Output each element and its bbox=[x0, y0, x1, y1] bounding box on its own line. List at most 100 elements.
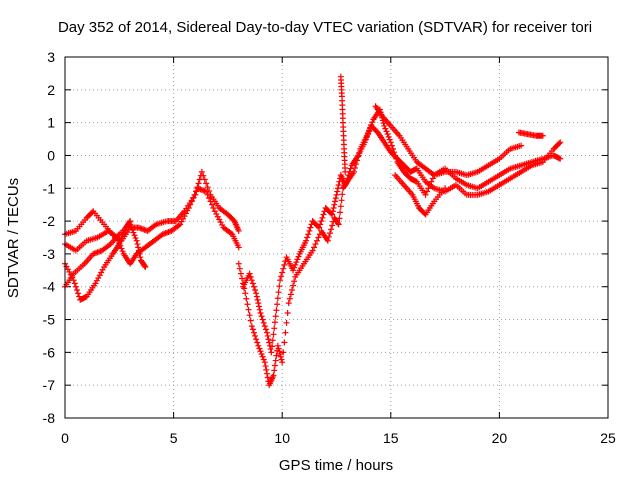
data-point-marker bbox=[258, 313, 265, 320]
data-point-marker bbox=[73, 287, 80, 294]
data-point-marker bbox=[277, 353, 284, 360]
data-point-marker bbox=[291, 264, 298, 271]
series-track-i bbox=[515, 129, 546, 139]
data-point-marker bbox=[249, 326, 256, 333]
data-point-marker bbox=[304, 234, 311, 241]
data-point-marker bbox=[71, 280, 78, 287]
data-point-marker bbox=[262, 326, 269, 333]
data-point-marker bbox=[324, 237, 331, 244]
data-point-marker bbox=[269, 337, 276, 344]
data-point-marker bbox=[188, 198, 195, 205]
data-point-marker bbox=[252, 287, 259, 294]
data-point-marker bbox=[333, 191, 340, 198]
data-point-marker bbox=[268, 349, 275, 356]
data-point-marker bbox=[127, 221, 134, 228]
data-point-marker bbox=[277, 277, 284, 284]
data-point-marker bbox=[119, 248, 126, 255]
data-point-marker bbox=[347, 165, 354, 172]
data-point-marker bbox=[364, 131, 371, 138]
data-point-marker bbox=[137, 254, 144, 261]
data-point-marker bbox=[117, 238, 124, 245]
data-point-marker bbox=[259, 316, 266, 323]
data-point-marker bbox=[261, 323, 268, 330]
data-point-marker bbox=[293, 259, 300, 266]
data-point-marker bbox=[133, 237, 140, 244]
data-point-marker bbox=[278, 356, 285, 363]
data-point-marker bbox=[282, 329, 289, 336]
data-point-marker bbox=[362, 136, 369, 143]
data-point-marker bbox=[335, 221, 342, 228]
data-point-marker bbox=[248, 323, 255, 330]
data-point-marker bbox=[235, 227, 242, 234]
data-point-marker bbox=[338, 197, 345, 204]
data-point-marker bbox=[385, 133, 392, 140]
series-track-g bbox=[337, 73, 349, 175]
data-point-marker bbox=[383, 128, 390, 135]
data-point-marker bbox=[287, 291, 294, 298]
data-point-marker bbox=[263, 329, 270, 336]
data-point-marker bbox=[131, 232, 138, 239]
data-point-marker bbox=[290, 282, 297, 289]
data-point-marker bbox=[320, 211, 327, 218]
data-point-marker bbox=[329, 222, 336, 229]
data-point-marker bbox=[271, 319, 278, 326]
data-point-marker bbox=[134, 241, 141, 248]
data-point-marker bbox=[286, 295, 293, 302]
data-point-marker bbox=[276, 348, 283, 355]
data-point-marker bbox=[258, 351, 265, 358]
data-point-marker bbox=[257, 348, 264, 355]
data-point-marker bbox=[342, 181, 349, 188]
data-point-marker bbox=[557, 155, 564, 162]
y-tick-labels: -8 -7 -6 -5 -4 -3 -2 -1 0 1 2 3 bbox=[43, 49, 56, 426]
data-point-marker bbox=[264, 332, 271, 339]
data-point-marker bbox=[342, 168, 349, 175]
data-point-marker bbox=[250, 283, 257, 290]
data-point-marker bbox=[116, 241, 123, 248]
data-point-marker bbox=[557, 139, 564, 146]
data-point-marker bbox=[328, 226, 335, 233]
data-point-marker bbox=[187, 201, 194, 208]
data-point-marker bbox=[274, 295, 281, 302]
data-point-marker bbox=[329, 208, 336, 215]
data-point-marker bbox=[191, 191, 198, 198]
data-point-marker bbox=[253, 290, 260, 297]
data-point-marker bbox=[271, 362, 278, 369]
data-point-marker bbox=[280, 349, 287, 356]
data-point-marker bbox=[294, 256, 301, 263]
data-point-marker bbox=[136, 250, 143, 257]
data-point-marker bbox=[132, 235, 139, 242]
series-track-b bbox=[62, 185, 242, 267]
series-track-j bbox=[392, 172, 449, 218]
data-point-marker bbox=[204, 191, 211, 198]
series-track-d bbox=[62, 221, 149, 290]
data-point-marker bbox=[318, 218, 325, 225]
data-point-marker bbox=[263, 370, 270, 377]
y-tick-label: 1 bbox=[47, 115, 55, 131]
grid-lines bbox=[65, 57, 608, 418]
data-point-marker bbox=[337, 203, 344, 210]
data-point-marker bbox=[305, 231, 312, 238]
data-point-marker bbox=[539, 132, 546, 139]
data-point-marker bbox=[285, 300, 292, 307]
y-tick-label: -7 bbox=[43, 377, 56, 393]
data-point-marker bbox=[204, 184, 211, 191]
data-point-marker bbox=[195, 180, 202, 187]
data-point-marker bbox=[252, 332, 259, 339]
data-point-marker bbox=[207, 198, 214, 205]
data-point-marker bbox=[329, 211, 336, 218]
data-point-marker bbox=[75, 290, 82, 297]
data-point-marker bbox=[201, 176, 208, 183]
data-point-marker bbox=[363, 133, 370, 140]
data-point-marker bbox=[135, 244, 142, 251]
data-point-marker bbox=[250, 329, 257, 336]
data-point-marker bbox=[331, 201, 338, 208]
data-point-marker bbox=[442, 185, 449, 192]
data-point-marker bbox=[272, 357, 279, 364]
data-point-marker bbox=[330, 204, 337, 211]
series-track-h bbox=[372, 103, 525, 179]
data-point-marker bbox=[263, 366, 270, 373]
data-point-marker bbox=[128, 224, 135, 231]
data-point-marker bbox=[273, 307, 280, 314]
y-tick-label: -4 bbox=[43, 279, 56, 295]
data-point-marker bbox=[235, 244, 242, 251]
